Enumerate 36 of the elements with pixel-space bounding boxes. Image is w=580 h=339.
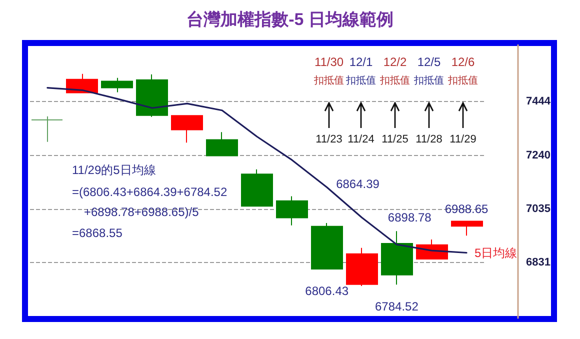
annotation: 12/2 扣抵值 — [379, 55, 410, 86]
series-label: 5日均線 — [474, 246, 518, 260]
candlestick — [206, 132, 238, 157]
candlestick — [276, 196, 308, 226]
candlestick — [346, 247, 378, 286]
annotation: =6868.55 — [72, 226, 123, 240]
candlestick — [171, 115, 203, 144]
annotation: 11/29的5日均線 — [72, 163, 156, 177]
annotation: 11/25 — [382, 134, 408, 146]
annotation: +6898.78+6988.65)/5 — [84, 205, 200, 219]
candlestick — [136, 74, 168, 118]
candlestick — [241, 168, 273, 207]
annotation: 12/1 扣抵值 — [345, 55, 376, 86]
y-tick-label: 7444 — [526, 96, 552, 108]
annotation: 11/29 — [450, 134, 476, 146]
candlestick — [311, 222, 343, 270]
annotation: 11/28 — [416, 134, 442, 146]
annotation: =(6806.43+6864.39+6784.52 — [72, 185, 228, 199]
annotation: 12/6 扣抵值 — [447, 55, 478, 86]
text: 6864.39 — [336, 176, 380, 191]
chart-title: 台灣加權指數-5 日均線範例 — [186, 10, 394, 29]
y-tick-label: 7240 — [526, 149, 550, 162]
candlestick — [101, 77, 133, 93]
y-tick-label: 7035 — [526, 203, 550, 216]
annotation: 11/24 — [348, 134, 374, 146]
candlestick — [381, 230, 413, 286]
candlestick — [31, 116, 63, 142]
y-tick-label: 6831 — [526, 256, 550, 269]
text: 6806.43 — [305, 284, 349, 298]
candlestick — [451, 220, 483, 236]
text: 6898.78 — [388, 210, 432, 225]
text: 6784.52 — [374, 300, 418, 314]
annotation: 11/23 — [316, 134, 342, 146]
annotation: 12/5 扣抵值 — [413, 55, 444, 86]
annotation: 11/30 扣抵值 — [313, 55, 344, 86]
text: 6988.65 — [444, 202, 488, 216]
